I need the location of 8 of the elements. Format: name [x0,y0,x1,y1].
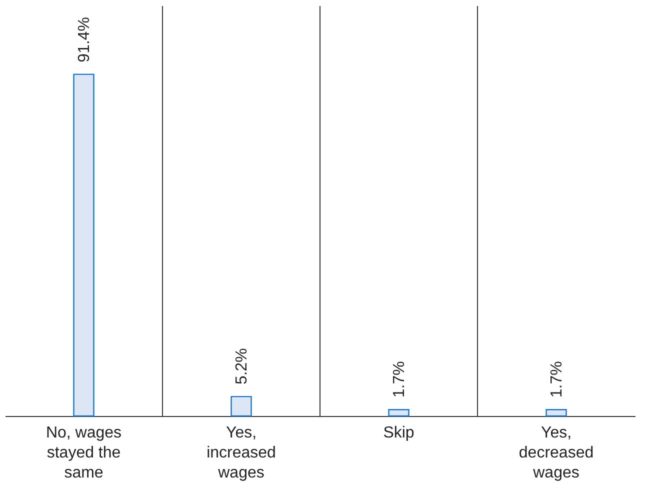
data-label: 91.4% [76,16,93,62]
x-tick-label: Yes, increased wages [206,424,276,482]
data-label: 5.2% [233,348,250,385]
x-tick-label: Skip [383,424,414,442]
data-label: 1.7% [548,361,566,398]
x-tick-label: No, wages stayed the same [46,424,122,482]
x-tick-label: Yes, decreased wages [518,424,594,482]
data-label: 1.7% [390,361,408,398]
